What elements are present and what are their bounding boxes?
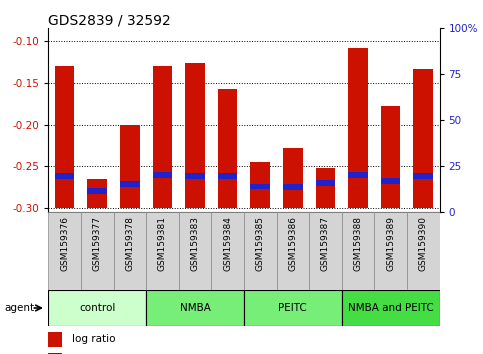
Text: GSM159381: GSM159381 bbox=[158, 216, 167, 271]
Bar bbox=[153, 172, 172, 178]
Bar bbox=[48, 332, 62, 347]
Bar bbox=[146, 212, 179, 290]
Text: NMBA: NMBA bbox=[180, 303, 211, 313]
Bar bbox=[218, 173, 238, 179]
Bar bbox=[185, 173, 205, 178]
Bar bbox=[146, 290, 244, 326]
Bar bbox=[342, 212, 374, 290]
Text: control: control bbox=[79, 303, 115, 313]
Bar bbox=[348, 172, 368, 178]
Bar bbox=[55, 173, 74, 179]
Bar bbox=[381, 178, 400, 183]
Text: GSM159387: GSM159387 bbox=[321, 216, 330, 271]
Bar bbox=[316, 180, 335, 186]
Text: GSM159388: GSM159388 bbox=[354, 216, 363, 271]
Bar bbox=[55, 66, 74, 208]
Text: GSM159384: GSM159384 bbox=[223, 216, 232, 271]
Bar bbox=[87, 179, 107, 208]
Text: GSM159389: GSM159389 bbox=[386, 216, 395, 271]
Text: log ratio: log ratio bbox=[72, 335, 115, 344]
Bar bbox=[251, 162, 270, 208]
Text: GDS2839 / 32592: GDS2839 / 32592 bbox=[48, 13, 171, 27]
Bar bbox=[114, 212, 146, 290]
Text: PEITC: PEITC bbox=[278, 303, 307, 313]
Bar bbox=[120, 125, 140, 208]
Bar bbox=[212, 212, 244, 290]
Bar bbox=[87, 188, 107, 194]
Bar bbox=[120, 181, 140, 187]
Bar bbox=[413, 173, 433, 179]
Bar bbox=[381, 106, 400, 208]
Bar bbox=[244, 212, 277, 290]
Text: GSM159385: GSM159385 bbox=[256, 216, 265, 271]
Text: GSM159390: GSM159390 bbox=[419, 216, 428, 271]
Bar bbox=[283, 148, 302, 208]
Bar bbox=[316, 168, 335, 208]
Bar bbox=[251, 183, 270, 189]
Bar bbox=[309, 212, 342, 290]
Bar bbox=[81, 212, 114, 290]
Text: agent: agent bbox=[5, 303, 35, 313]
Bar bbox=[48, 353, 62, 354]
Bar bbox=[218, 88, 238, 208]
Bar bbox=[48, 290, 146, 326]
Bar bbox=[48, 212, 81, 290]
Bar bbox=[413, 69, 433, 208]
Text: GSM159378: GSM159378 bbox=[125, 216, 134, 271]
Bar bbox=[276, 212, 309, 290]
Bar bbox=[407, 212, 440, 290]
Bar bbox=[244, 290, 342, 326]
Bar bbox=[153, 66, 172, 208]
Text: GSM159386: GSM159386 bbox=[288, 216, 298, 271]
Text: GSM159376: GSM159376 bbox=[60, 216, 69, 271]
Bar bbox=[348, 47, 368, 208]
Bar bbox=[342, 290, 440, 326]
Bar bbox=[374, 212, 407, 290]
Bar bbox=[283, 184, 302, 190]
Bar bbox=[185, 63, 205, 208]
Text: NMBA and PEITC: NMBA and PEITC bbox=[348, 303, 434, 313]
Bar bbox=[179, 212, 212, 290]
Text: GSM159377: GSM159377 bbox=[93, 216, 102, 271]
Text: GSM159383: GSM159383 bbox=[190, 216, 199, 271]
